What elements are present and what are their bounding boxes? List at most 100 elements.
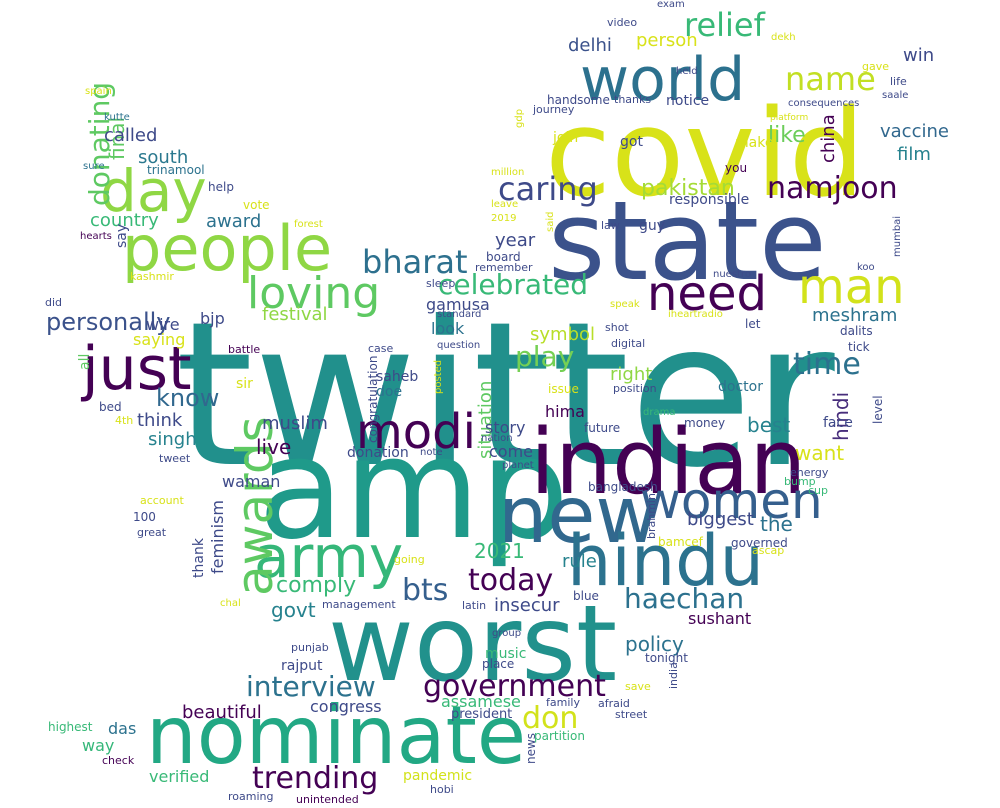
cloud-word: hima [545, 402, 585, 421]
cloud-word: assamese [441, 692, 521, 711]
cloud-word: help [208, 180, 234, 194]
cloud-word: life [890, 75, 907, 88]
cloud-word: speak [610, 299, 640, 310]
cloud-word: das [108, 719, 137, 738]
cloud-word: congress [310, 697, 382, 716]
cloud-word: 100 [133, 510, 156, 524]
cloud-word: film [897, 144, 931, 165]
cloud-word: trinamool [147, 163, 205, 177]
cloud-word: covid [545, 85, 865, 224]
cloud-word: note [420, 447, 443, 458]
cloud-word: play [515, 340, 575, 373]
cloud-word: million [491, 167, 525, 178]
cloud-word: day [100, 157, 207, 225]
cloud-word: journey [533, 103, 575, 116]
cloud-word: nuestro [713, 269, 751, 280]
cloud-word: live [256, 435, 292, 459]
cloud-word: standard [437, 309, 482, 320]
cloud-word: saale [882, 90, 909, 101]
cloud-word: symbol [530, 324, 596, 345]
cloud-word: you [725, 161, 748, 175]
cloud-word: place [482, 657, 515, 671]
cloud-word: government [423, 669, 606, 704]
cloud-word: responsible [669, 192, 750, 208]
cloud-word: spain [85, 86, 112, 97]
cloud-word: bed [99, 400, 122, 414]
cloud-word: feminism [208, 499, 227, 574]
cloud-word: governed [731, 536, 788, 550]
cloud-word: board [486, 250, 521, 264]
cloud-word: held [676, 66, 698, 77]
cloud-word: donation [347, 445, 409, 461]
cloud-word: congratulation [366, 355, 380, 443]
cloud-word: management [322, 598, 396, 611]
cloud-word: saying [133, 330, 186, 349]
cloud-word: govt [271, 598, 316, 622]
cloud-word: story [485, 418, 526, 437]
cloud-word: policy [625, 632, 684, 656]
cloud-word: tick [848, 340, 870, 354]
cloud-word: like [768, 123, 806, 148]
cloud-word: sure [83, 161, 105, 172]
cloud-word: iheartradio [668, 309, 723, 320]
cloud-word: man [798, 259, 905, 315]
cloud-word: want [795, 441, 845, 465]
cloud-word: join [553, 130, 579, 146]
cloud-word: called [104, 125, 158, 146]
cloud-word: mumbai [892, 215, 903, 257]
cloud-word: personally [46, 308, 171, 336]
cloud-word: planet [502, 460, 534, 471]
cloud-word: save [625, 680, 651, 693]
cloud-word: news [524, 732, 538, 764]
cloud-word: guy [639, 218, 666, 234]
cloud-word: sushant [688, 609, 752, 628]
cloud-word: face [823, 415, 853, 431]
cloud-word: country [90, 210, 159, 231]
cloud-word: nation [481, 433, 513, 444]
cloud-word: all [77, 353, 93, 370]
cloud-word: dekh [771, 32, 796, 43]
cloud-word: issue [548, 382, 579, 396]
cloud-word: check [102, 754, 135, 767]
cloud-word: remember [475, 261, 533, 274]
cloud-word: gave [862, 60, 890, 73]
cloud-word: latin [462, 599, 487, 612]
cloud-word: shot [605, 321, 629, 334]
cloud-word: unintended [296, 793, 359, 806]
cloud-word: tonight [645, 651, 688, 665]
cloud-word: beautiful [182, 702, 262, 723]
cloud-word: kutte [104, 112, 130, 123]
cloud-word: new [498, 471, 660, 561]
cloud-word: rajput [281, 658, 323, 674]
cloud-word: ascap [752, 544, 785, 557]
cloud-word: punjab [291, 641, 329, 654]
cloud-word: come [489, 442, 534, 461]
cloud-word: today [468, 563, 554, 598]
cloud-word: way [82, 736, 115, 755]
cloud-word: bangladesh [588, 480, 658, 494]
cloud-word: award [206, 211, 262, 232]
cloud-word: bharat [362, 243, 468, 281]
cloud-word: haechan [624, 582, 745, 615]
cloud-word: nominate [146, 689, 527, 782]
cloud-word: pandemic [403, 768, 473, 784]
cloud-word: position [613, 382, 657, 395]
cloud-word: notice [666, 93, 710, 109]
cloud-word: doctor [718, 379, 763, 395]
cloud-word: family [546, 696, 580, 709]
cloud-word: state [548, 177, 827, 305]
cloud-word: meshram [812, 305, 898, 326]
cloud-word: trending [252, 761, 379, 796]
cloud-word: interview [246, 670, 376, 703]
cloud-word: hearts [80, 231, 112, 242]
cloud-word: make [735, 135, 774, 151]
cloud-word: relief [684, 6, 765, 44]
cloud-word: best [747, 413, 791, 437]
cloud-word: vote [243, 198, 270, 212]
cloud-word: gdp [514, 108, 525, 128]
cloud-word: highest [48, 720, 93, 734]
cloud-word: battle [228, 343, 261, 356]
cloud-word: drama [643, 407, 676, 418]
cloud-word: bump [784, 475, 816, 488]
cloud-word: wire [146, 315, 180, 334]
